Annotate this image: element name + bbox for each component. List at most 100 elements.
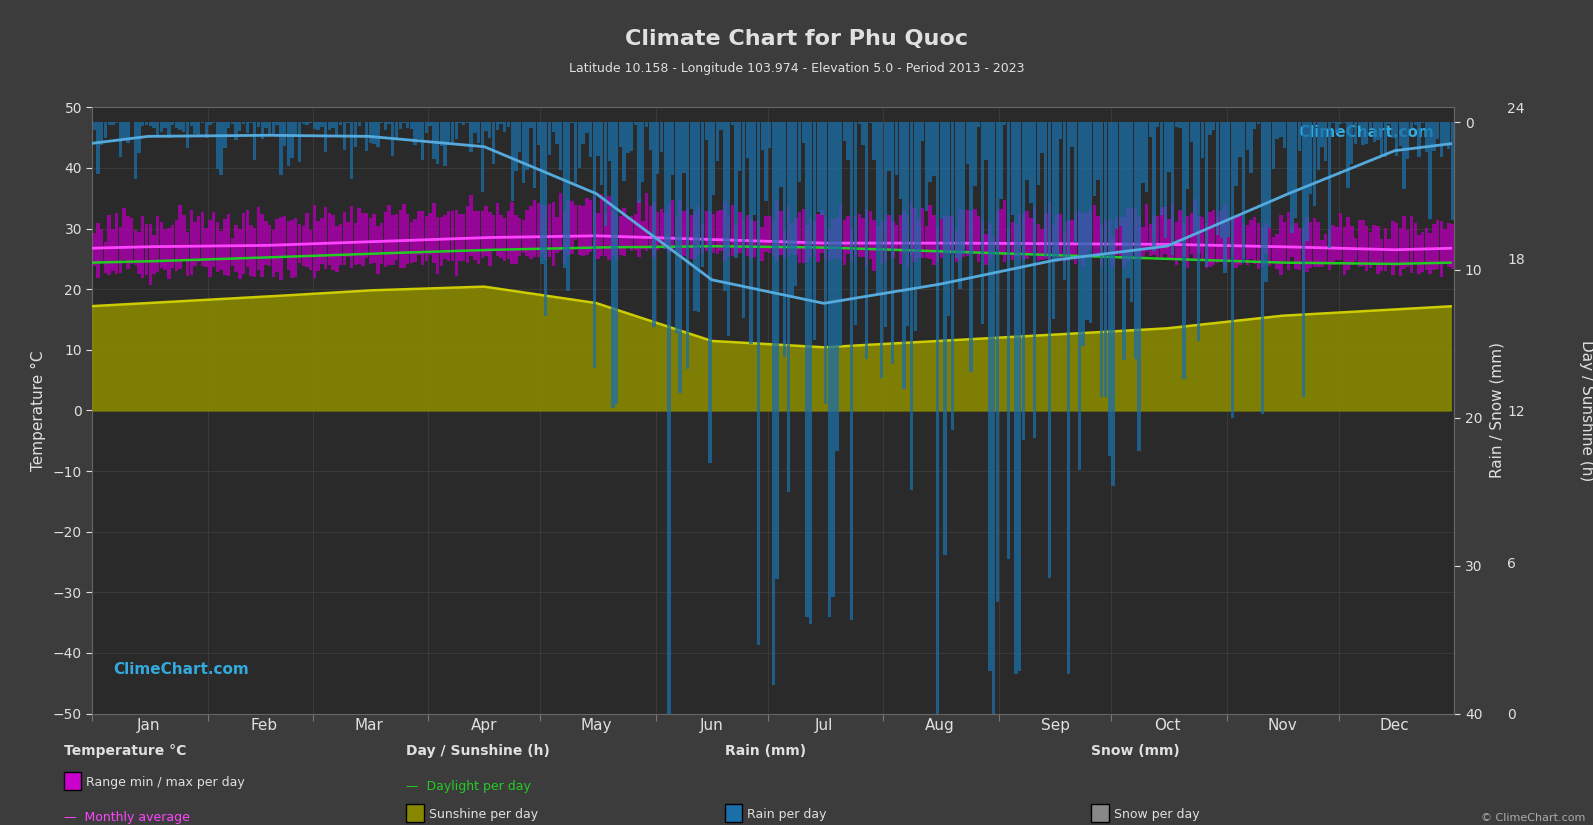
- Bar: [484, 122, 487, 130]
- Bar: [204, 122, 207, 138]
- Bar: [170, 225, 174, 268]
- Bar: [1112, 237, 1115, 266]
- Bar: [481, 211, 484, 257]
- Bar: [634, 214, 637, 249]
- Bar: [1126, 208, 1129, 262]
- Bar: [309, 230, 312, 270]
- Bar: [1215, 122, 1219, 235]
- Bar: [1380, 239, 1383, 271]
- Bar: [984, 122, 988, 160]
- Bar: [1271, 237, 1274, 262]
- Bar: [612, 211, 615, 256]
- Bar: [687, 209, 690, 249]
- Bar: [1223, 205, 1227, 267]
- Bar: [629, 215, 634, 252]
- Bar: [473, 211, 476, 261]
- Bar: [96, 223, 100, 278]
- Bar: [648, 122, 652, 150]
- Bar: [1287, 211, 1290, 270]
- Bar: [1305, 217, 1309, 271]
- Bar: [1368, 122, 1372, 129]
- Bar: [965, 210, 969, 256]
- Bar: [1327, 230, 1332, 271]
- Bar: [387, 205, 390, 265]
- Bar: [462, 214, 465, 261]
- Bar: [164, 122, 167, 128]
- Bar: [215, 122, 220, 169]
- Bar: [1179, 210, 1182, 259]
- Bar: [865, 122, 868, 359]
- Bar: [1246, 225, 1249, 265]
- Bar: [954, 230, 957, 262]
- Bar: [537, 203, 540, 257]
- Bar: [145, 224, 148, 276]
- Bar: [268, 224, 271, 266]
- Bar: [615, 122, 618, 404]
- Text: Day / Sunshine (h): Day / Sunshine (h): [406, 744, 550, 758]
- Bar: [390, 215, 395, 265]
- Bar: [362, 213, 365, 266]
- Bar: [1037, 122, 1040, 185]
- Bar: [178, 122, 182, 130]
- Bar: [1070, 219, 1074, 257]
- Bar: [1294, 224, 1298, 269]
- Bar: [1373, 122, 1376, 142]
- Bar: [417, 211, 421, 255]
- Bar: [1313, 122, 1316, 206]
- Bar: [1402, 122, 1405, 189]
- Bar: [1032, 207, 1037, 252]
- Bar: [790, 122, 793, 299]
- Bar: [373, 214, 376, 263]
- Bar: [1209, 122, 1212, 135]
- Bar: [862, 218, 865, 257]
- Bar: [440, 122, 443, 146]
- Bar: [212, 122, 215, 123]
- Bar: [824, 122, 827, 403]
- Bar: [403, 122, 406, 123]
- Bar: [459, 214, 462, 261]
- Bar: [167, 229, 170, 280]
- Bar: [937, 122, 940, 771]
- Bar: [1399, 122, 1402, 146]
- Bar: [379, 122, 384, 124]
- Bar: [1063, 122, 1066, 280]
- Bar: [567, 122, 570, 291]
- Bar: [312, 205, 315, 278]
- Bar: [1021, 122, 1024, 440]
- Bar: [992, 236, 996, 252]
- Bar: [212, 212, 215, 267]
- Bar: [223, 122, 226, 148]
- Bar: [134, 122, 137, 179]
- Bar: [264, 221, 268, 266]
- Bar: [1276, 122, 1279, 139]
- Bar: [537, 122, 540, 145]
- Bar: [809, 218, 812, 257]
- Bar: [507, 122, 510, 127]
- Bar: [902, 122, 906, 389]
- Bar: [948, 216, 951, 253]
- Bar: [1351, 226, 1354, 266]
- Bar: [145, 122, 148, 125]
- Bar: [1129, 209, 1133, 259]
- Bar: [495, 122, 499, 130]
- Bar: [846, 122, 849, 160]
- Bar: [862, 122, 865, 145]
- Bar: [1101, 122, 1104, 397]
- Bar: [1018, 213, 1021, 259]
- Bar: [123, 208, 126, 261]
- Bar: [940, 219, 943, 258]
- Bar: [902, 210, 906, 253]
- Bar: [943, 215, 946, 251]
- Bar: [159, 223, 162, 267]
- Bar: [1152, 214, 1157, 255]
- Bar: [623, 208, 626, 256]
- Bar: [910, 122, 913, 490]
- Bar: [448, 211, 451, 261]
- Bar: [515, 215, 518, 264]
- Bar: [465, 206, 468, 262]
- Bar: [973, 122, 977, 186]
- Bar: [1182, 122, 1185, 380]
- Bar: [354, 122, 357, 148]
- Bar: [1451, 224, 1454, 269]
- Bar: [1340, 122, 1343, 124]
